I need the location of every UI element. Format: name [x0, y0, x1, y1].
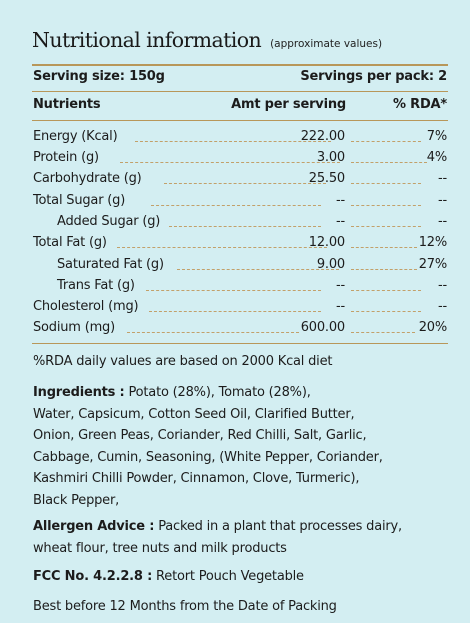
nutrient-name: Total Fat (g): [33, 235, 107, 250]
table-row: Saturated Fat (g) 9.00 27%: [33, 256, 447, 276]
nutrient-name: Saturated Fat (g): [57, 257, 164, 272]
ingredients-label: Ingredients :: [33, 385, 125, 400]
rda-note: %RDA daily values are based on 2000 Kcal…: [33, 354, 333, 369]
column-header-amount: Amt per serving: [231, 97, 346, 112]
table-row: Energy (Kcal) 222.00 7%: [33, 128, 447, 148]
best-before: Best before 12 Months from the Date of P…: [33, 599, 337, 614]
leader-dots: [351, 247, 417, 248]
table-row: Added Sugar (g) -- --: [33, 213, 447, 233]
fcc-block: FCC No. 4.2.2.8 : Retort Pouch Vegetable: [33, 566, 453, 588]
nutrient-amount: 3.00: [316, 150, 345, 165]
leader-dots: [169, 226, 321, 227]
nutrient-rda: --: [438, 214, 447, 229]
ingredients-line: Ingredients : Potato (28%), Tomato (28%)…: [33, 382, 453, 404]
allergen-line: Allergen Advice : Packed in a plant that…: [33, 516, 453, 538]
nutrient-rda: --: [438, 278, 447, 293]
nutrient-amount: 9.00: [316, 257, 345, 272]
table-row: Cholesterol (mg) -- --: [33, 298, 447, 318]
nutrient-name: Carbohydrate (g): [33, 171, 142, 186]
allergen-label: Allergen Advice :: [33, 519, 155, 534]
nutrient-rda: 7%: [426, 129, 447, 144]
servings-per-pack: Servings per pack: 2: [300, 69, 447, 84]
table-row: Total Sugar (g) -- --: [33, 192, 447, 212]
serving-size: Serving size: 150g: [33, 69, 165, 84]
nutrient-rda: 4%: [426, 150, 447, 165]
leader-dots: [146, 290, 321, 291]
table-row: Sodium (mg) 600.00 20%: [33, 319, 447, 339]
leader-dots: [135, 141, 331, 142]
ingredients-line: Water, Capsicum, Cotton Seed Oil, Clarif…: [33, 406, 355, 422]
leader-dots: [351, 290, 421, 291]
nutrient-name: Protein (g): [33, 150, 99, 165]
table-row: Carbohydrate (g) 25.50 --: [33, 170, 447, 190]
allergen-text: Packed in a plant that processes dairy,: [158, 519, 402, 534]
nutrient-rda: --: [438, 171, 447, 186]
header-divider: [32, 120, 448, 121]
leader-dots: [351, 332, 415, 333]
ingredients-line: Cabbage, Cumin, Seasoning, (White Pepper…: [33, 449, 383, 465]
nutrient-amount: 12.00: [308, 235, 345, 250]
table-header: Nutrients Amt per serving % RDA*: [33, 97, 447, 115]
leader-dots: [351, 183, 421, 184]
page-title: Nutritional information: [32, 28, 262, 52]
leader-dots: [120, 162, 340, 163]
leader-dots: [164, 183, 326, 184]
column-header-nutrients: Nutrients: [33, 97, 101, 112]
ingredients-block: Ingredients : Potato (28%), Tomato (28%)…: [33, 382, 453, 511]
leader-dots: [151, 205, 321, 206]
leader-dots: [351, 205, 421, 206]
nutrient-amount: --: [336, 299, 345, 314]
table-row: Trans Fat (g) -- --: [33, 277, 447, 297]
ingredients-line: Kashmiri Chilli Powder, Cinnamon, Clove,…: [33, 471, 360, 486]
nutrient-name: Sodium (mg): [33, 320, 115, 335]
fcc-text: Retort Pouch Vegetable: [156, 569, 304, 584]
nutrient-rda: --: [438, 193, 447, 208]
table-bottom-divider: [32, 343, 448, 344]
leader-dots: [351, 269, 417, 270]
title-row: Nutritional information (approximate val…: [32, 28, 382, 52]
leader-dots: [351, 226, 421, 227]
leader-dots: [351, 141, 421, 142]
nutrient-amount: 222.00: [300, 129, 345, 144]
nutrient-amount: --: [336, 278, 345, 293]
nutrient-name: Cholesterol (mg): [33, 299, 139, 314]
nutrient-rda: 27%: [418, 257, 447, 272]
nutrient-amount: --: [336, 214, 345, 229]
table-row: Protein (g) 3.00 4%: [33, 149, 447, 169]
nutrient-rda: 12%: [418, 235, 447, 250]
ingredients-line: Black Pepper,: [33, 492, 120, 508]
nutrient-amount: 25.50: [308, 171, 345, 186]
leader-dots: [177, 269, 339, 270]
leader-dots: [117, 247, 327, 248]
nutrient-name: Energy (Kcal): [33, 129, 118, 144]
nutrient-name: Trans Fat (g): [57, 278, 135, 293]
column-header-rda: % RDA*: [392, 97, 447, 112]
serving-row: Serving size: 150g Servings per pack: 2: [33, 69, 447, 84]
ingredients-line: Onion, Green Peas, Coriander, Red Chilli…: [33, 428, 367, 443]
page-subtitle: (approximate values): [270, 38, 383, 50]
nutrient-amount: --: [336, 193, 345, 208]
allergen-block: Allergen Advice : Packed in a plant that…: [33, 516, 453, 559]
fcc-label: FCC No. 4.2.2.8 :: [33, 569, 153, 584]
nutrient-name: Added Sugar (g): [57, 214, 161, 229]
leader-dots: [127, 332, 299, 333]
nutrient-name: Total Sugar (g): [33, 193, 126, 208]
nutrient-rda: --: [438, 299, 447, 314]
leader-dots: [149, 311, 321, 312]
nutrient-rda: 20%: [418, 320, 447, 335]
table-row: Total Fat (g) 12.00 12%: [33, 234, 447, 254]
allergen-line: wheat flour, tree nuts and milk products: [33, 540, 287, 556]
serving-divider: [32, 91, 448, 92]
leader-dots: [351, 162, 427, 163]
nutrient-amount: 600.00: [300, 320, 345, 335]
leader-dots: [351, 311, 421, 312]
ingredients-text: Potato (28%), Tomato (28%),: [128, 385, 311, 400]
top-divider: [32, 64, 448, 66]
